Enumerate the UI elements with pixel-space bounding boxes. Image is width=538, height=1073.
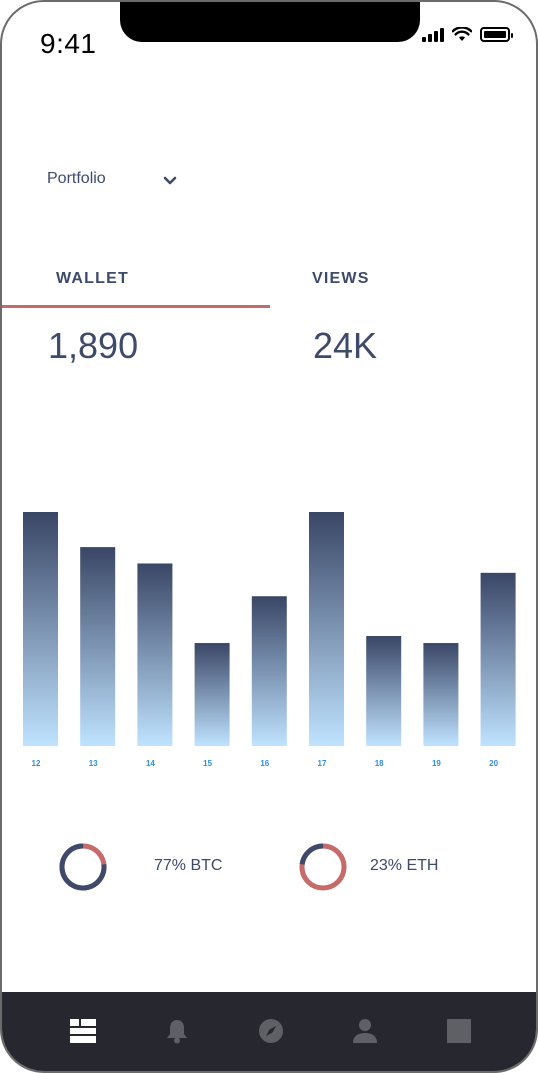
nav-profile[interactable] [345, 1011, 385, 1051]
status-time: 9:41 [40, 28, 97, 59]
nav-explore[interactable] [251, 1011, 291, 1051]
x-tick-label: 16 [260, 759, 269, 768]
x-tick-label: 18 [375, 759, 384, 768]
bar-13 [80, 547, 116, 746]
bar-15 [194, 643, 230, 746]
battery-icon [480, 27, 513, 42]
bar-12 [23, 512, 58, 746]
nav-more[interactable] [439, 1011, 479, 1051]
donut-value-arc [299, 843, 347, 891]
portfolio-dropdown[interactable]: Portfolio [47, 170, 177, 188]
eth-donut [299, 843, 347, 891]
btc-allocation: 77% BTC [58, 842, 222, 892]
person-icon [353, 1018, 377, 1043]
x-tick-label: 19 [432, 759, 441, 768]
eth-allocation: 23% ETH [298, 842, 438, 892]
btc-allocation-label: 77% BTC [154, 857, 223, 874]
wallet-value: 1,890 [48, 325, 139, 366]
views-value: 24K [313, 325, 378, 366]
active-tab-indicator [2, 305, 270, 308]
x-tick-label: 14 [146, 759, 155, 768]
bell-icon [167, 1019, 187, 1043]
bar-20 [480, 572, 516, 746]
bottom-tab-bar [2, 992, 536, 1071]
chevron-down-icon [163, 176, 177, 185]
x-tick-label: 17 [318, 759, 327, 768]
nav-dashboard[interactable] [63, 1011, 103, 1051]
bar-18 [366, 636, 402, 746]
nav-notifications[interactable] [157, 1011, 197, 1051]
btc-donut [59, 843, 107, 891]
x-tick-label: 12 [32, 759, 41, 768]
bar-14 [137, 563, 173, 746]
wifi-icon [452, 27, 472, 41]
x-tick-label: 15 [203, 759, 212, 768]
square-icon [447, 1018, 471, 1043]
signal-icon [422, 27, 444, 42]
bar-19 [423, 643, 459, 746]
x-tick-label: 20 [489, 759, 498, 768]
bar-16 [251, 596, 287, 746]
tab-views[interactable]: VIEWS [312, 270, 370, 287]
x-tick-label: 13 [89, 759, 98, 768]
bar-17 [309, 512, 344, 746]
eth-allocation-label: 23% ETH [370, 857, 439, 874]
notch [120, 2, 420, 42]
dashboard-icon [70, 1018, 96, 1043]
compass-icon [259, 1018, 283, 1043]
bar-chart: 12 13 14 15 16 17 18 19 20 [23, 512, 516, 768]
tab-wallet[interactable]: WALLET [56, 270, 129, 287]
portfolio-label: Portfolio [47, 170, 106, 187]
status-icons [422, 27, 513, 42]
